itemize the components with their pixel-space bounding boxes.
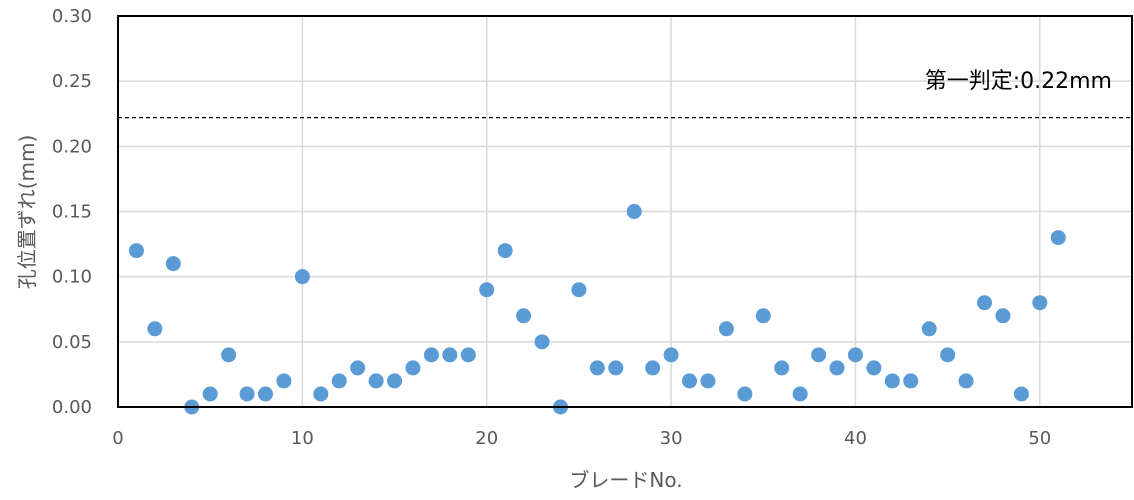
x-tick-label: 20 (475, 428, 498, 449)
y-tick-label: 0.25 (52, 71, 92, 92)
y-tick-label: 0.05 (52, 332, 92, 353)
data-point (792, 386, 808, 402)
data-point (1050, 230, 1066, 246)
data-point (571, 282, 587, 298)
x-tick-label: 0 (112, 428, 123, 449)
data-point (423, 347, 439, 363)
data-point (755, 308, 771, 324)
data-point (479, 282, 495, 298)
data-point (903, 373, 919, 389)
data-point (534, 334, 550, 350)
data-point (977, 295, 993, 311)
data-point (682, 373, 698, 389)
data-point (718, 321, 734, 337)
data-point (940, 347, 956, 363)
data-point (350, 360, 366, 376)
data-point (737, 386, 753, 402)
data-point (958, 373, 974, 389)
y-tick-label: 0.20 (52, 136, 92, 157)
data-point (589, 360, 605, 376)
data-point (866, 360, 882, 376)
y-tick-label: 0.10 (52, 267, 92, 288)
x-tick-label: 50 (1028, 428, 1051, 449)
data-point (221, 347, 237, 363)
data-point (331, 373, 347, 389)
y-tick-label: 0.30 (52, 6, 92, 27)
plot-border (117, 15, 1133, 408)
x-tick-label: 40 (844, 428, 867, 449)
data-point (276, 373, 292, 389)
grid-lines (118, 16, 1132, 407)
data-point (313, 386, 329, 402)
y-axis-title: 孔位置ずれ(mm) (15, 135, 39, 290)
data-point (165, 256, 181, 272)
data-point (847, 347, 863, 363)
data-point (257, 386, 273, 402)
data-point (700, 373, 716, 389)
data-point (811, 347, 827, 363)
data-point (774, 360, 790, 376)
data-point (1013, 386, 1029, 402)
data-point (405, 360, 421, 376)
data-point (294, 269, 310, 285)
data-point (626, 204, 642, 219)
y-tick-labels: 0.00 0.05 0.10 0.15 0.20 0.25 0.30 (52, 6, 92, 418)
threshold-label: 第一判定:0.22mm (925, 69, 1112, 94)
data-point (921, 321, 937, 337)
data-point (516, 308, 532, 324)
plot-frame (117, 15, 1133, 408)
data-point (368, 373, 384, 389)
data-point (645, 360, 661, 376)
x-axis-title: ブレードNo. (569, 468, 682, 492)
data-point (128, 243, 144, 259)
data-point (239, 386, 255, 402)
x-tick-labels: 0 10 20 30 40 50 (112, 428, 1051, 449)
data-point (387, 373, 403, 389)
data-point (460, 347, 476, 363)
data-point (442, 347, 458, 363)
x-tick-label: 10 (291, 428, 314, 449)
data-point (608, 360, 624, 376)
data-point (202, 386, 218, 402)
data-points (128, 204, 1066, 415)
data-point (663, 347, 679, 363)
data-point (829, 360, 845, 376)
data-point (884, 373, 900, 389)
data-point (147, 321, 163, 337)
data-point (497, 243, 513, 259)
y-tick-label: 0.15 (52, 202, 92, 223)
y-tick-label: 0.00 (52, 397, 92, 418)
data-point (1032, 295, 1048, 311)
data-point (995, 308, 1011, 324)
x-tick-label: 30 (660, 428, 683, 449)
